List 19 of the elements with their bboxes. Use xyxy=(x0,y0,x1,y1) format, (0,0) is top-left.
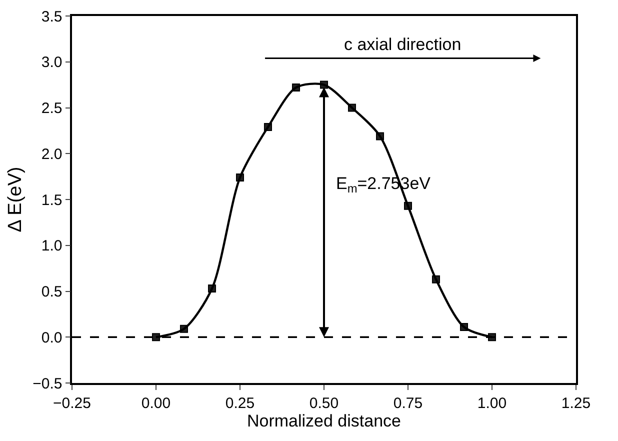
y-tick-label: 0.0 xyxy=(41,329,62,346)
x-tick-label: 0.50 xyxy=(309,394,339,412)
y-axis-title: Δ E(eV) xyxy=(4,166,26,232)
x-axis-title: Normalized distance xyxy=(246,412,402,431)
x-tick-label: −0.25 xyxy=(53,394,91,412)
x-tick-label: 0.75 xyxy=(393,394,423,412)
y-tick-label: 3.5 xyxy=(41,8,62,26)
x-tick-label: 1.00 xyxy=(477,394,507,412)
y-tick-label: −0.5 xyxy=(32,375,62,392)
annotation: c axial direction xyxy=(344,35,462,54)
y-tick-label: 0.5 xyxy=(41,284,62,300)
y-tick-label: 3.0 xyxy=(41,54,62,72)
x-tick-label: 0.00 xyxy=(141,394,171,412)
y-tick-label: 2.0 xyxy=(41,146,62,163)
y-tick-label: 1.5 xyxy=(41,192,62,209)
y-tick-label: 1.0 xyxy=(41,238,62,255)
y-tick-label: 2.5 xyxy=(41,100,62,117)
x-tick-label: 0.25 xyxy=(225,394,255,412)
x-tick-label: 1.25 xyxy=(561,394,591,412)
